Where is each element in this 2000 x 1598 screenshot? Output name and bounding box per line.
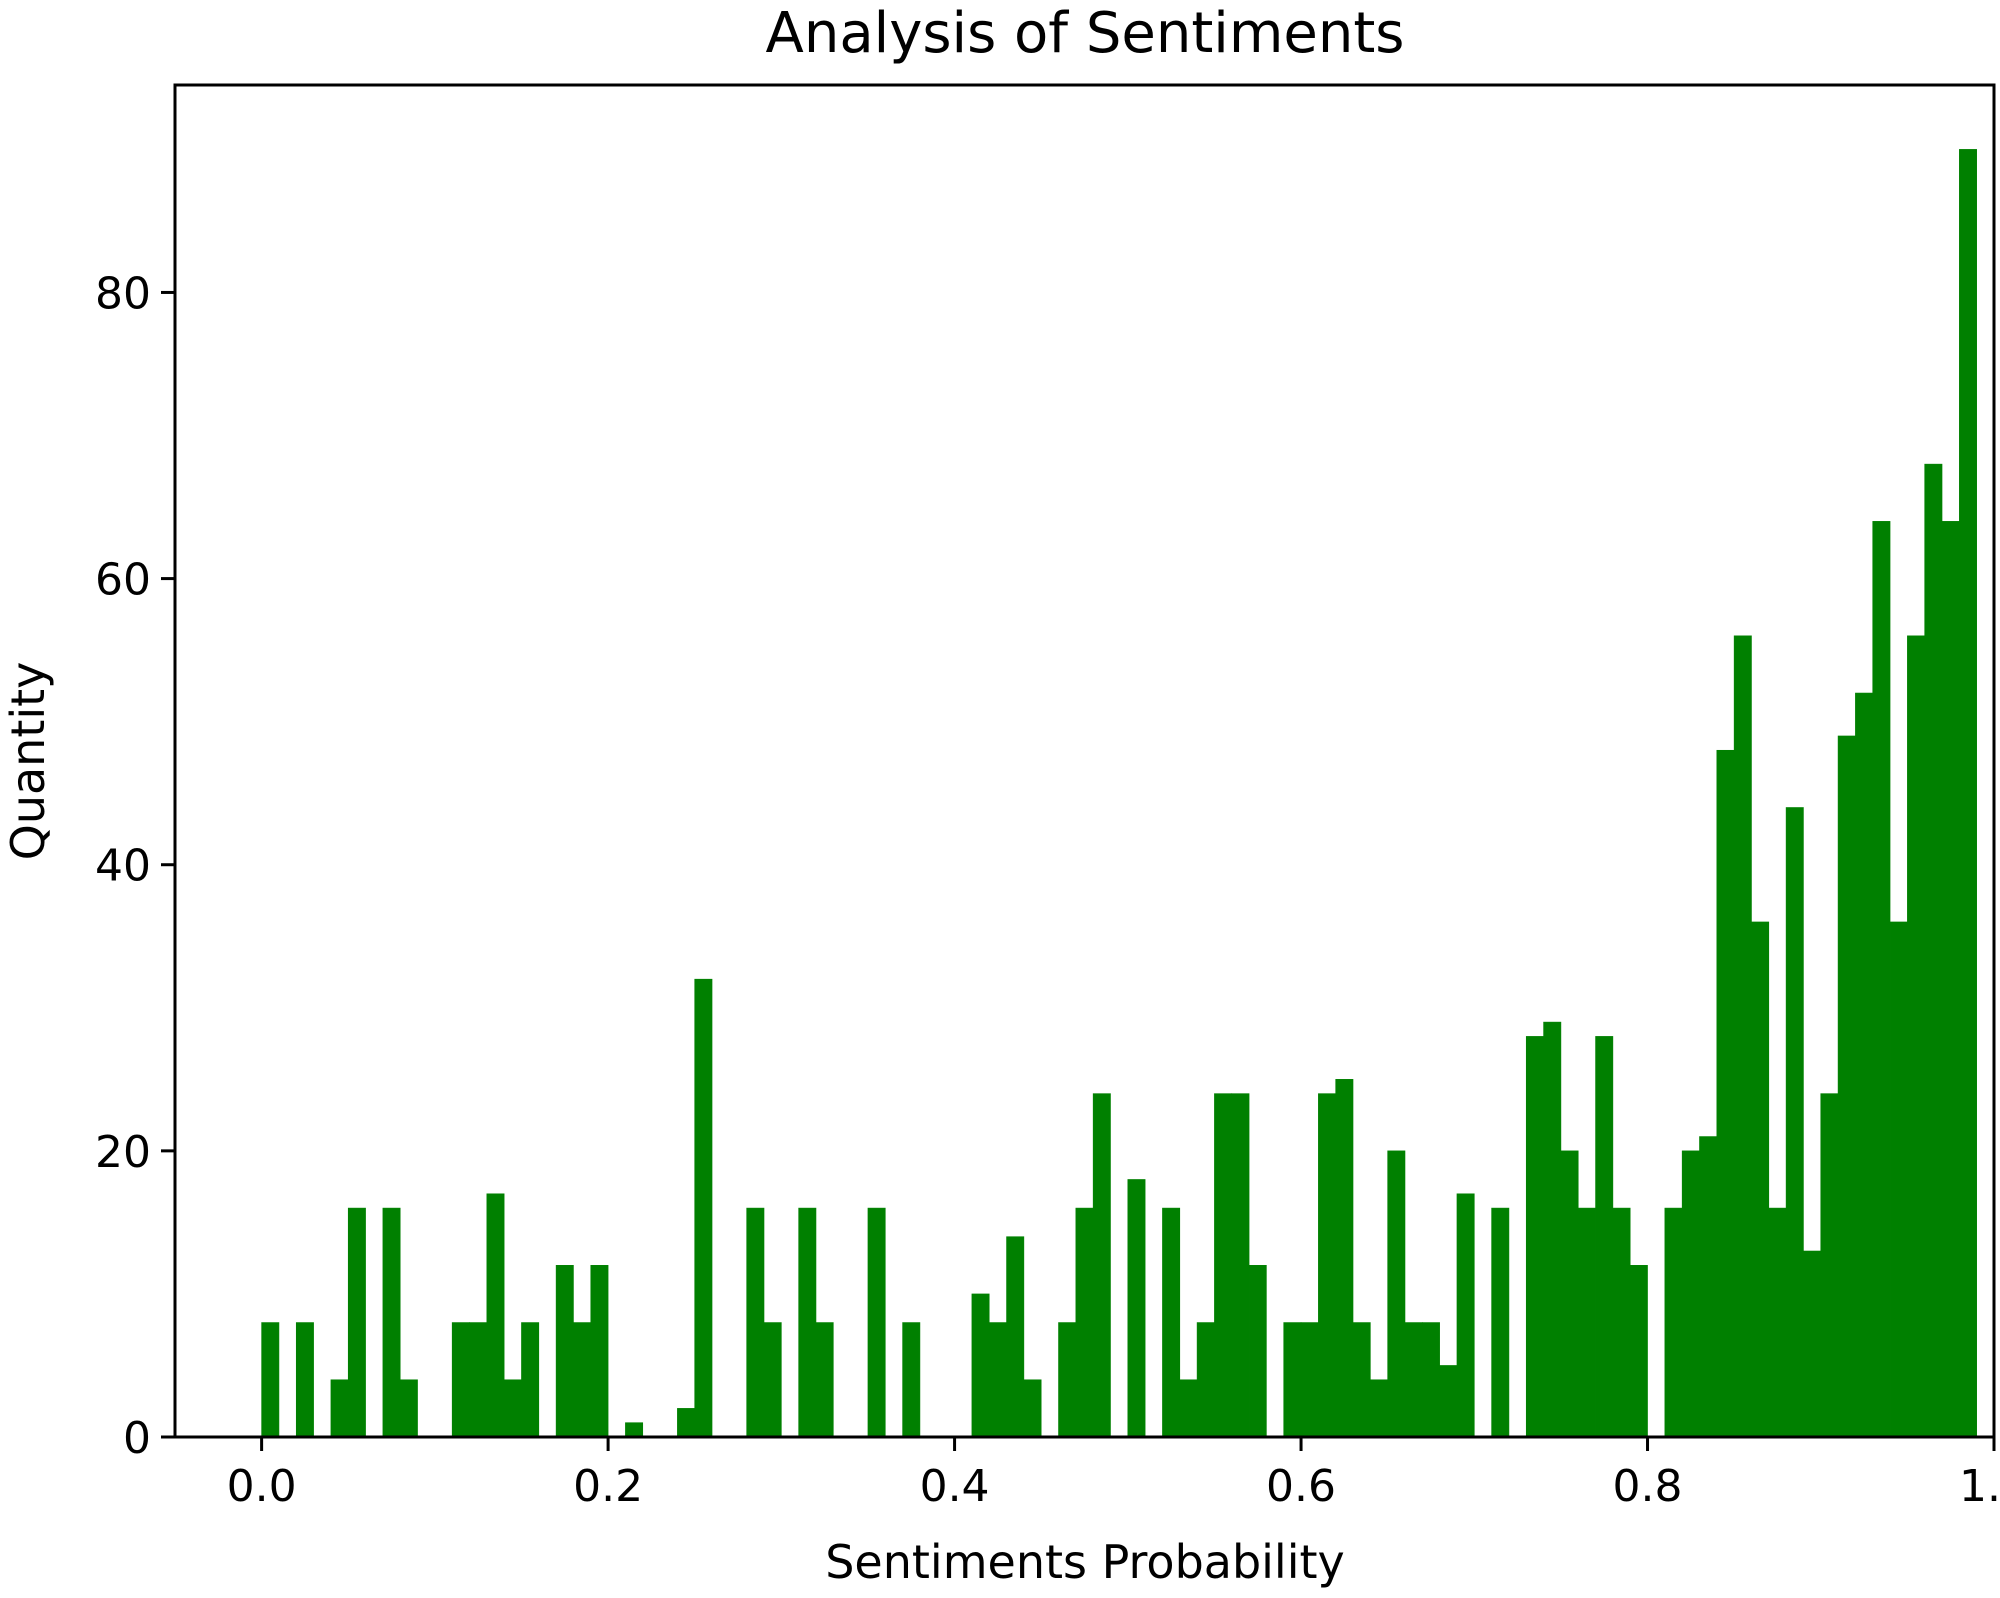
histogram-bar xyxy=(1560,1150,1579,1438)
histogram-bar xyxy=(1543,1021,1562,1438)
histogram-bar xyxy=(451,1322,470,1438)
y-tick-label: 80 xyxy=(95,268,151,319)
histogram-bar xyxy=(1491,1207,1510,1438)
histogram-bar xyxy=(988,1322,1007,1438)
x-tick-label: 1.0 xyxy=(1959,1461,2000,1512)
histogram-bar xyxy=(1318,1093,1336,1438)
histogram-bar xyxy=(1127,1179,1146,1438)
histogram-bar xyxy=(1006,1236,1025,1438)
histogram-bar xyxy=(347,1207,366,1438)
y-tick-label: 60 xyxy=(95,555,151,606)
histogram-bar xyxy=(1179,1379,1198,1438)
histogram-bar xyxy=(330,1379,349,1438)
histogram-bar xyxy=(1248,1265,1267,1438)
histogram-bar xyxy=(261,1322,280,1438)
histogram-bar xyxy=(625,1422,644,1438)
x-tick-label: 0.6 xyxy=(1266,1461,1336,1512)
histogram-bar xyxy=(1058,1322,1077,1438)
histogram-bar xyxy=(1300,1322,1319,1438)
plot-frame xyxy=(173,83,1996,1439)
histogram-bar xyxy=(1162,1207,1181,1438)
histogram-bar xyxy=(1335,1079,1354,1438)
histogram-bar xyxy=(694,978,713,1438)
histogram-bar xyxy=(902,1322,921,1438)
histogram-bar xyxy=(469,1322,488,1438)
histogram-bar xyxy=(1907,635,1926,1438)
histogram-bar xyxy=(1612,1207,1631,1438)
histogram-bar xyxy=(1681,1150,1700,1438)
y-tick-label: 40 xyxy=(95,841,151,892)
histogram-bar xyxy=(1872,521,1891,1438)
histogram-bar xyxy=(971,1293,990,1438)
x-tick-label: 0.4 xyxy=(920,1461,990,1512)
histogram-bar xyxy=(815,1322,834,1438)
histogram-bar xyxy=(1699,1136,1718,1438)
histogram-bar xyxy=(1352,1322,1371,1438)
histogram-bar xyxy=(1439,1365,1458,1438)
histogram-bar xyxy=(1283,1322,1302,1438)
histogram-bar xyxy=(1785,807,1804,1438)
histogram-bar xyxy=(1404,1322,1423,1438)
x-tick-label: 0.2 xyxy=(573,1461,643,1512)
bars-group xyxy=(261,149,1977,1438)
histogram-bar xyxy=(1196,1322,1215,1438)
histogram-bar xyxy=(590,1265,609,1438)
histogram-bar xyxy=(798,1207,817,1438)
histogram-bar xyxy=(503,1379,522,1438)
histogram-bar xyxy=(763,1322,782,1438)
histogram-bar xyxy=(1768,1207,1787,1438)
histogram-bar xyxy=(1214,1093,1233,1438)
histogram-bar xyxy=(1889,921,1908,1438)
histogram-bar xyxy=(573,1322,592,1438)
x-tick-label: 0.0 xyxy=(227,1461,297,1512)
histogram-bar xyxy=(399,1379,418,1438)
histogram-bar xyxy=(1525,1036,1544,1438)
x-tick-label: 0.8 xyxy=(1613,1461,1683,1512)
x-axis-label: Sentiments Probability xyxy=(825,1535,1345,1589)
histogram-bar xyxy=(1231,1093,1250,1438)
histogram-bar xyxy=(1023,1379,1042,1438)
histogram-bar xyxy=(677,1408,696,1438)
histogram-bar xyxy=(1370,1379,1388,1438)
chart-title: Analysis of Sentiments xyxy=(766,1,1405,66)
histogram-bar xyxy=(1629,1265,1648,1438)
histogram-bar xyxy=(1733,635,1752,1438)
histogram-bar xyxy=(1941,521,1960,1438)
histogram-bar xyxy=(1075,1207,1094,1438)
histogram-bar xyxy=(1387,1150,1406,1438)
histogram-bar xyxy=(1924,463,1943,1438)
y-tick-label: 20 xyxy=(95,1127,151,1178)
histogram-bar xyxy=(1716,749,1735,1438)
histogram-bar xyxy=(1837,735,1856,1438)
histogram-bar xyxy=(486,1193,505,1438)
histogram-bar xyxy=(1595,1036,1614,1438)
histogram-bar xyxy=(521,1322,540,1438)
histogram-bar xyxy=(1820,1093,1839,1438)
ticks-group: 0.0 0.2 0.4 0.6 0.8 1.0 0 20 40 60 80 xyxy=(95,268,2000,1512)
histogram-bar xyxy=(746,1207,765,1438)
y-tick-label: 0 xyxy=(123,1413,151,1464)
histogram-bar xyxy=(1456,1193,1475,1438)
histogram-bar xyxy=(1422,1322,1440,1438)
histogram-bar xyxy=(1751,921,1770,1438)
histogram-bar xyxy=(1855,692,1874,1438)
histogram-bar xyxy=(382,1207,401,1438)
histogram-bar xyxy=(1803,1250,1822,1438)
histogram-bar xyxy=(1577,1207,1596,1438)
histogram-bar xyxy=(555,1265,574,1438)
histogram-bar xyxy=(1664,1207,1683,1438)
histogram-bar xyxy=(1959,149,1977,1438)
histogram-bar xyxy=(867,1207,886,1438)
histogram-bar xyxy=(295,1322,314,1438)
y-axis-label: Quantity xyxy=(1,662,55,861)
histogram-bar xyxy=(1092,1093,1111,1438)
